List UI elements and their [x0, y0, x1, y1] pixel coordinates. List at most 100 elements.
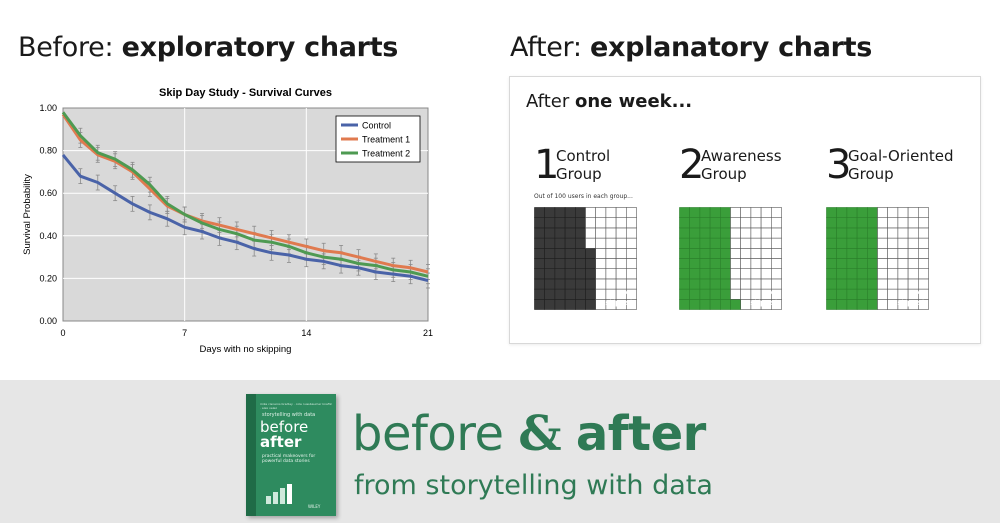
waffle-cell-filled [846, 258, 858, 269]
waffle-word-label: skipped [898, 300, 924, 307]
waffle-cell-empty [918, 207, 929, 218]
waffle-cell-filled [719, 288, 731, 300]
waffle-cell-filled [574, 217, 586, 229]
waffle-cell-empty [730, 247, 741, 259]
waffle-cell-empty [585, 217, 596, 229]
waffle-cell-filled [574, 288, 586, 300]
waffle-cell-empty [626, 278, 637, 290]
waffle-cell-empty [887, 217, 899, 229]
x-tick-label: 21 [423, 328, 433, 338]
waffle-cell-filled [699, 227, 711, 239]
waffle-cell-empty [877, 217, 888, 229]
waffle-cell-filled [679, 207, 690, 218]
waffle-cell-empty [918, 278, 929, 290]
after-heading-bold: explanatory charts [589, 32, 873, 63]
waffle-cell-filled [709, 247, 721, 259]
legend-label: Treatment 1 [362, 135, 410, 145]
waffle-cell-filled [836, 288, 848, 300]
waffle-cell-empty [887, 268, 899, 280]
waffle-cell-empty [605, 207, 617, 218]
waffle-cell-empty [750, 258, 762, 269]
waffle-cell-empty [760, 258, 772, 269]
waffle-cell-filled [699, 207, 711, 218]
waffle-cell-filled [846, 299, 858, 310]
waffle-cell-empty [907, 207, 919, 218]
waffle-cell-filled [836, 217, 848, 229]
waffle-cell-empty [760, 237, 772, 249]
waffle-cell-filled [574, 299, 586, 310]
waffle-cell-filled [585, 258, 596, 269]
waffle-cell-filled [856, 227, 868, 239]
waffle-cell-empty [750, 217, 762, 229]
waffle-cell-empty [730, 278, 741, 290]
after-heading: After: explanatory charts [510, 32, 872, 63]
book-bars-graphic [266, 484, 292, 504]
waffle-cell-empty [877, 207, 888, 218]
waffle-cell-empty [771, 247, 782, 259]
waffle-cell-empty [595, 227, 607, 239]
waffle-group-3: 3 Goal-Oriented Group 50% skipped [826, 142, 976, 317]
waffle-cell-filled [534, 237, 545, 249]
waffle-cell-filled [699, 217, 711, 229]
waffle-cell-filled [866, 217, 878, 229]
group-number: 3 [826, 142, 852, 188]
waffle-cell-filled [709, 288, 721, 300]
card-title: After one week... [526, 91, 692, 112]
waffle-cell-filled [689, 207, 701, 218]
waffle-cell-filled [846, 278, 858, 290]
waffle-cell-filled [836, 247, 848, 259]
waffle-cell-filled [699, 288, 711, 300]
waffle-cell-empty [615, 247, 627, 259]
waffle-cell-filled [836, 268, 848, 280]
waffle-group-1: 1 Control Group Out of 100 users in each gr… [534, 142, 684, 317]
waffle-cell-empty [615, 278, 627, 290]
waffle-cell-filled [836, 207, 848, 218]
waffle-cell-filled [826, 288, 837, 300]
waffle-word-label: skipped [751, 300, 777, 307]
waffle-cell-filled [709, 278, 721, 290]
card-title-prefix: After [526, 91, 575, 112]
waffle-cell-filled [544, 207, 556, 218]
waffle-cell-filled [730, 299, 741, 310]
waffle-cell-empty [877, 288, 888, 300]
waffle-cell-filled [689, 278, 701, 290]
waffle-cell-empty [897, 288, 909, 300]
waffle-cell-empty [918, 258, 929, 269]
waffle-cell-filled [554, 258, 566, 269]
before-heading-bold: exploratory charts [121, 32, 399, 63]
waffle-cell-empty [897, 258, 909, 269]
waffle-cell-filled [709, 227, 721, 239]
chart-title: Skip Day Study - Survival Curves [159, 87, 332, 99]
waffle-cell-empty [626, 237, 637, 249]
group-name-line1: Control [556, 147, 611, 165]
waffle-cell-filled [709, 207, 721, 218]
waffle-cell-filled [866, 237, 878, 249]
group-name-line2: Group [848, 165, 894, 183]
waffle-cell-filled [689, 288, 701, 300]
waffle-cell-filled [554, 227, 566, 239]
waffle-cell-empty [887, 247, 899, 259]
waffle-cell-empty [595, 268, 607, 280]
waffle-cell-empty [887, 237, 899, 249]
waffle-cell-empty [740, 237, 752, 249]
brand-ampersand: & [518, 406, 562, 462]
waffle-cell-filled [585, 278, 596, 290]
waffle-cell-empty [740, 278, 752, 290]
waffle-cell-filled [689, 247, 701, 259]
waffle-group-2: 2 Awareness Group 51% skipped [679, 142, 829, 317]
waffle-cell-filled [866, 278, 878, 290]
waffle-cell-empty [750, 227, 762, 239]
waffle-cell-empty [605, 227, 617, 239]
waffle-cell-empty [887, 227, 899, 239]
waffle-cell-empty [907, 278, 919, 290]
waffle-cell-empty [907, 217, 919, 229]
group-note: Out of 100 users in each group... [534, 193, 633, 200]
waffle-cell-empty [887, 258, 899, 269]
waffle-cell-empty [771, 278, 782, 290]
waffle-cell-empty [760, 217, 772, 229]
waffle-cell-filled [585, 247, 596, 259]
waffle-cell-filled [544, 299, 556, 310]
y-tick-label: 0.60 [39, 188, 57, 198]
waffle-cell-filled [836, 299, 848, 310]
waffle-cell-empty [605, 258, 617, 269]
